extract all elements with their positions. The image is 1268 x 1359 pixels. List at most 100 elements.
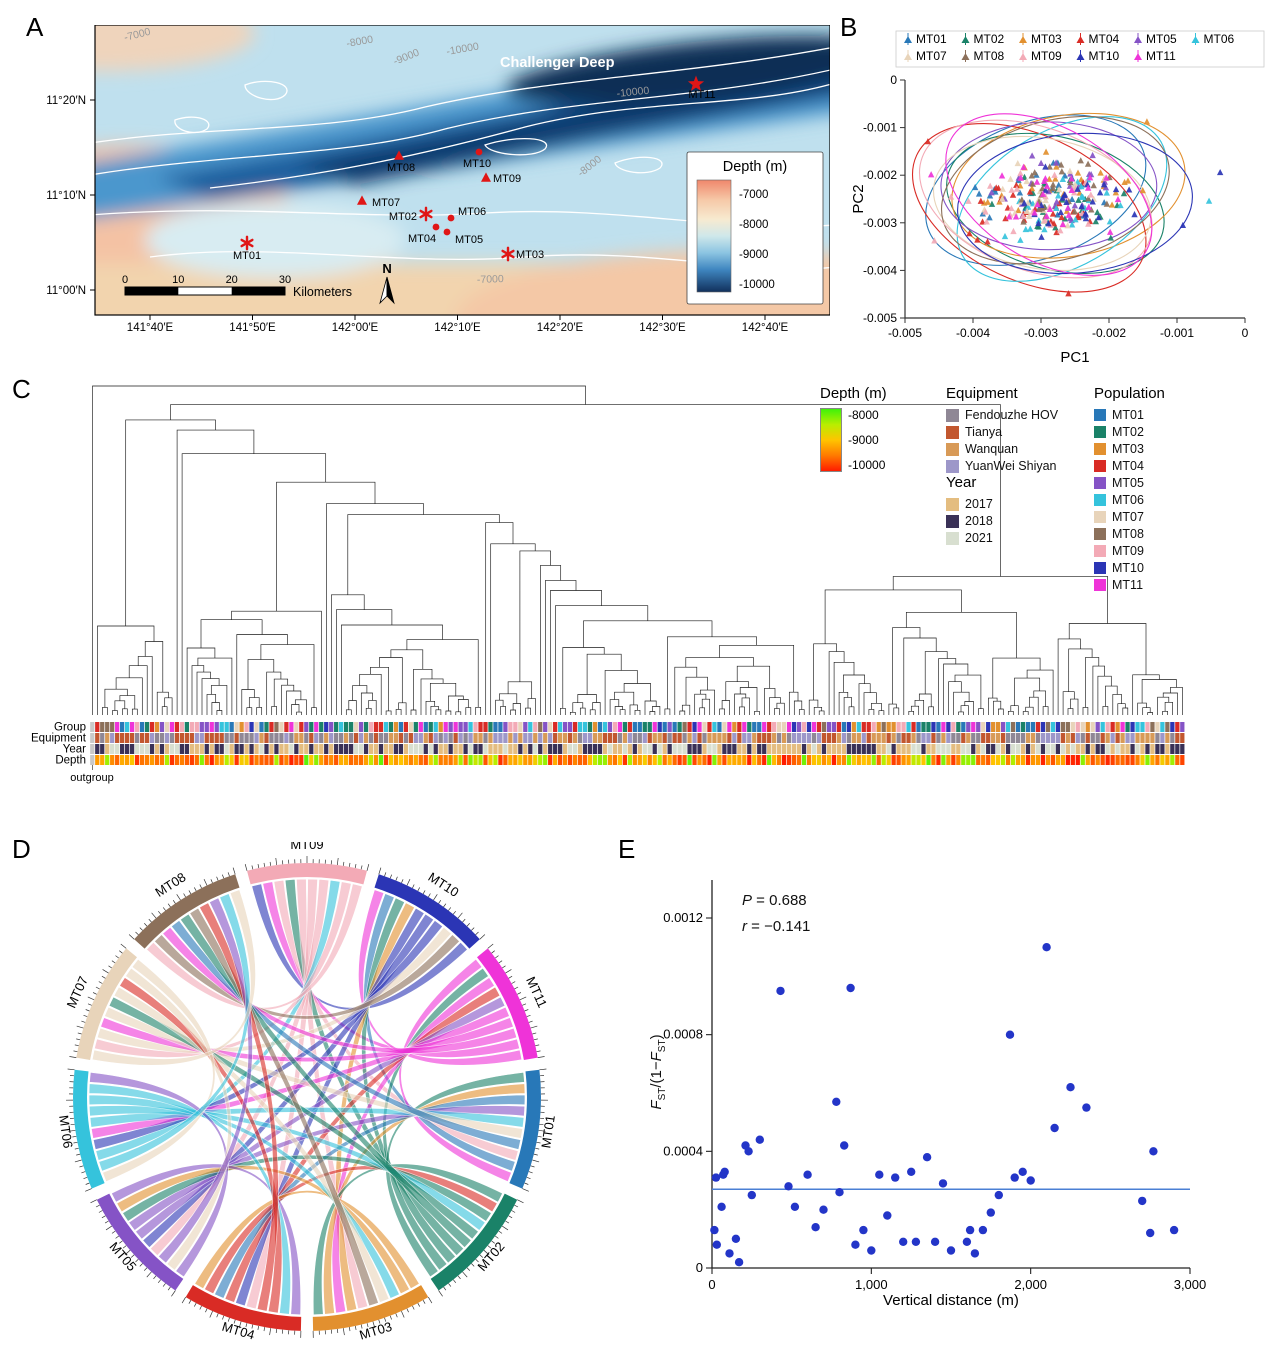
fst-x-tick: 1,000: [855, 1277, 888, 1292]
contour-label: -7000: [477, 273, 504, 286]
contour-label: -10000: [616, 85, 650, 100]
legend-label: MT10: [1112, 561, 1144, 575]
scale-bar-tick: 0: [122, 274, 128, 286]
map-x-tick: 142°10′E: [434, 322, 481, 333]
legend-item: MT02: [1094, 425, 1165, 439]
chord-ribbon-MT10-MT08: [153, 934, 461, 1020]
site-marker-MT10: [475, 148, 483, 156]
pca-legend-label: MT04: [1089, 32, 1120, 46]
chord-ribbon-MT04-MT06: [88, 1083, 291, 1315]
site-label-MT07: MT07: [372, 197, 400, 209]
site-marker-MT08: [394, 150, 404, 160]
pca-legend-label: MT11: [1146, 49, 1176, 63]
chord-ribbon-MT02-MT04: [203, 1165, 498, 1295]
pca-ellipse-MT08: [940, 115, 1170, 265]
chord-ribbons: [88, 878, 526, 1316]
map-x-tick: 141°50′E: [229, 322, 276, 333]
pca-x-label: PC1: [1060, 349, 1089, 366]
contour-label: -10000: [445, 40, 479, 58]
pca-x-tick: -0.002: [1092, 326, 1126, 340]
chord-arc-MT08: [134, 874, 240, 949]
panel-c-label: C: [12, 374, 31, 404]
site-marker-MT05: [443, 228, 451, 236]
fst-x-tick: 3,000: [1174, 1277, 1207, 1292]
chord-ribbon-MT02-MT08: [179, 913, 472, 1249]
legend-swatch: [1094, 443, 1106, 455]
pca-legend: MT01 MT02 MT03 MT04 MT05 MT06 MT07 MT08 MT09 MT10…: [895, 30, 1265, 68]
legend-swatch: [1094, 460, 1106, 472]
population-legend: Population MT01 MT02 MT03 MT04 MT05 MT06 MT07 M…: [1094, 385, 1165, 595]
pca-axes: [904, 80, 1245, 319]
fst-y-axis-label: FST/(1−FST): [648, 952, 668, 1192]
legend-item: 2021: [946, 531, 993, 545]
site-marker-MT07: [357, 195, 367, 205]
depth-legend-tick: -9000: [848, 433, 879, 447]
site-marker-MT04: [432, 223, 440, 231]
chord-arc-MT10: [374, 874, 480, 949]
scale-bar-unit: Kilometers: [293, 285, 352, 299]
site-label-MT05: MT05: [455, 234, 483, 246]
site-label-MT01: MT01: [233, 250, 261, 262]
chord-ribbon-MT10-MT01: [363, 893, 516, 1172]
pca-legend-label: MT02: [974, 32, 1005, 46]
fst-subscript-2: ST: [657, 1039, 668, 1053]
pca-y-tick: -0.002: [863, 168, 897, 182]
annotation-row-label: Equipment: [31, 733, 87, 745]
panel-e-label: E: [618, 834, 636, 864]
chord-ribbon-MT04-MT08: [198, 902, 279, 1312]
legend-label: MT05: [1112, 476, 1144, 490]
north-arrow: N: [379, 261, 395, 305]
pca-y-label: PC2: [850, 184, 867, 213]
legend-item: MT03: [1094, 442, 1165, 456]
chord-ribbon-MT03-MT08: [189, 907, 379, 1307]
legend-label: MT03: [1112, 442, 1144, 456]
fst-mid: /(1−: [648, 1061, 665, 1088]
map-depth-legend-tick: -10000: [739, 279, 775, 291]
site-label-MT02: MT02: [389, 211, 417, 223]
chord-ribbon-MT11-MT02: [382, 967, 489, 1271]
legend-swatch: [1094, 579, 1106, 591]
map-depth-legend-tick: -9000: [739, 249, 768, 261]
fst-symbol: F: [648, 1100, 665, 1110]
legend-swatch: [946, 425, 959, 439]
legend-item: 2017: [946, 497, 993, 511]
legend-label: MT11: [1112, 578, 1144, 592]
legend-label: MT09: [1112, 544, 1144, 558]
pca-y-tick: 0: [890, 73, 897, 87]
legend-label: MT07: [1112, 510, 1144, 524]
population-legend-title: Population: [1094, 385, 1165, 402]
p-value: = 0.688: [752, 892, 807, 909]
legend-item: YuanWei Shiyan: [946, 459, 1058, 473]
map-depth-legend-tick: -7000: [739, 189, 768, 201]
pca-y-tick: -0.001: [863, 121, 897, 135]
site-marker-MT02: [419, 206, 433, 222]
map-x-tick: 142°30′E: [639, 322, 686, 333]
p-symbol: P: [742, 892, 753, 909]
site-label-MT11: MT11: [688, 89, 715, 101]
legend-swatch: [1094, 562, 1106, 574]
map-y-tick: 11°10′N: [46, 190, 86, 202]
year-legend-title: Year: [946, 474, 977, 491]
map-frame: [94, 25, 830, 316]
legend-item: MT09: [1094, 544, 1165, 558]
site-label-MT10: MT10: [463, 158, 491, 170]
legend-label: MT01: [1112, 408, 1144, 422]
legend-item: MT01: [1094, 408, 1165, 422]
pca-plot: MT01 MT02 MT03 MT04 MT05 MT06 MT07 MT08 MT09 MT10…: [850, 30, 1265, 366]
legend-swatch: [946, 531, 959, 545]
pca-x-tick: -0.005: [888, 326, 922, 340]
dendrogram-tree: [92, 385, 1183, 715]
map-depth-legend-tick: -8000: [739, 219, 768, 231]
scale-bar-tick: 20: [226, 274, 238, 286]
scale-bar-tick: 10: [172, 274, 184, 286]
site-label-MT06: MT06: [458, 206, 486, 218]
pca-ellipse-MT05: [940, 121, 1158, 251]
site-label-MT04: MT04: [408, 233, 436, 245]
pca-ellipse-MT07: [932, 135, 1152, 271]
legend-swatch: [946, 497, 959, 511]
map-depth-legend-title: Depth (m): [723, 159, 787, 175]
legend-label: Wanquan: [965, 442, 1019, 456]
annotation-row-label: Depth: [55, 755, 86, 767]
